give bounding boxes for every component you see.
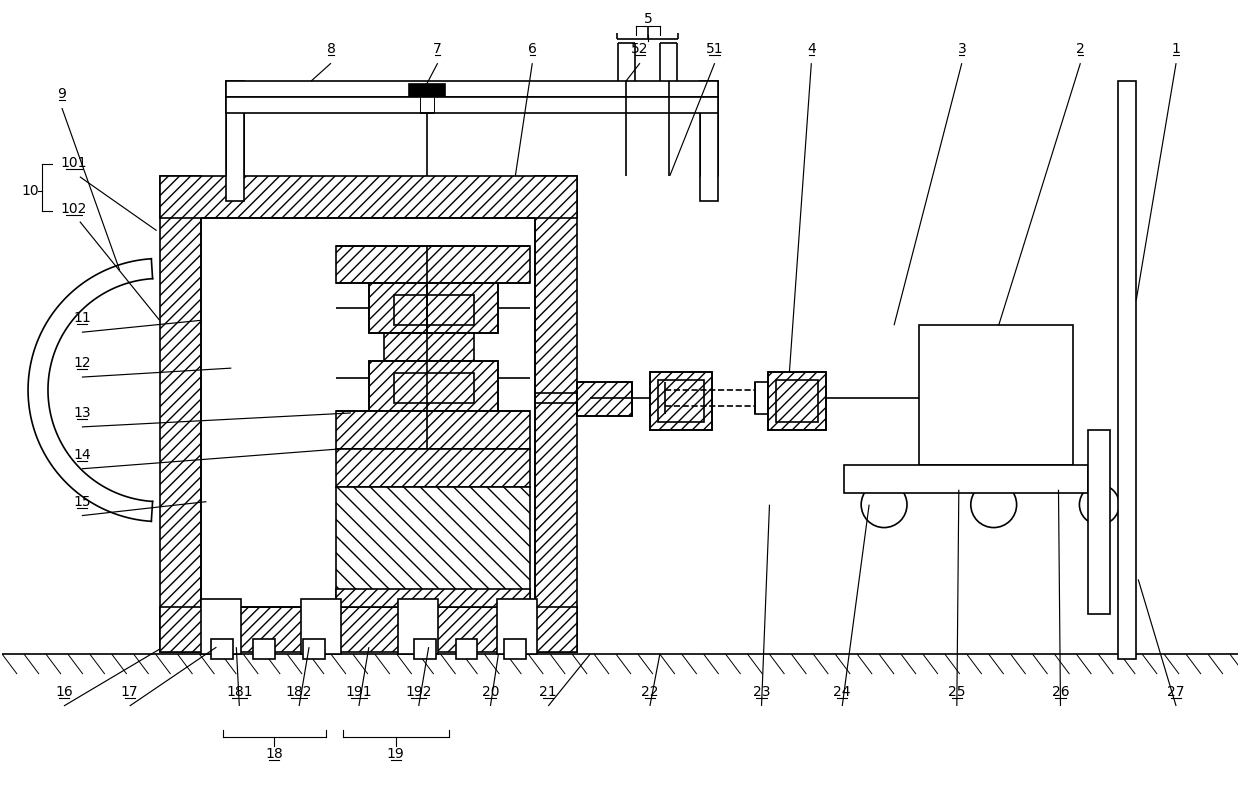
Bar bbox=[577, 382, 632, 416]
Bar bbox=[769, 372, 826, 430]
Bar bbox=[505, 639, 526, 659]
Bar bbox=[336, 411, 531, 449]
Bar bbox=[658, 380, 704, 422]
Bar bbox=[211, 639, 233, 659]
Text: 182: 182 bbox=[286, 685, 312, 699]
Text: 51: 51 bbox=[706, 42, 723, 56]
Text: 101: 101 bbox=[61, 156, 87, 170]
Text: 14: 14 bbox=[73, 448, 91, 462]
Bar bbox=[536, 176, 577, 652]
Bar bbox=[160, 176, 201, 652]
Bar bbox=[227, 81, 718, 97]
Text: 102: 102 bbox=[61, 202, 87, 216]
Text: 12: 12 bbox=[73, 356, 91, 370]
Bar bbox=[650, 372, 712, 430]
Bar bbox=[776, 380, 818, 422]
Text: 18: 18 bbox=[265, 747, 283, 761]
Text: 6: 6 bbox=[528, 42, 537, 56]
Text: 27: 27 bbox=[1167, 685, 1185, 699]
Text: 7: 7 bbox=[433, 42, 441, 56]
Bar bbox=[201, 600, 242, 654]
Text: 191: 191 bbox=[346, 685, 372, 699]
Bar bbox=[1089, 430, 1110, 614]
Bar bbox=[227, 81, 244, 201]
Bar bbox=[336, 449, 531, 487]
Bar bbox=[368, 284, 498, 333]
Text: 25: 25 bbox=[949, 685, 966, 699]
Bar bbox=[1118, 81, 1136, 659]
Bar bbox=[650, 372, 712, 430]
Bar bbox=[769, 372, 826, 430]
Bar bbox=[754, 382, 769, 414]
Bar bbox=[368, 361, 498, 411]
Bar bbox=[398, 600, 438, 654]
Text: 5: 5 bbox=[644, 12, 652, 27]
Text: 15: 15 bbox=[73, 495, 91, 509]
Bar bbox=[336, 589, 531, 607]
Bar bbox=[455, 639, 477, 659]
Text: 192: 192 bbox=[405, 685, 432, 699]
Text: 13: 13 bbox=[73, 406, 91, 420]
Bar bbox=[336, 246, 531, 284]
Text: 9: 9 bbox=[57, 87, 67, 101]
Bar bbox=[919, 326, 1074, 465]
Bar bbox=[384, 333, 474, 361]
Text: 24: 24 bbox=[833, 685, 851, 699]
Text: 19: 19 bbox=[387, 747, 404, 761]
Bar bbox=[160, 176, 577, 218]
Bar bbox=[394, 295, 474, 326]
Text: 21: 21 bbox=[539, 685, 557, 699]
Bar bbox=[409, 84, 445, 96]
Text: 11: 11 bbox=[73, 311, 91, 326]
Bar bbox=[336, 487, 531, 606]
Bar bbox=[699, 81, 718, 201]
Text: 22: 22 bbox=[641, 685, 658, 699]
Bar bbox=[577, 382, 632, 416]
Bar bbox=[844, 465, 1089, 492]
Bar bbox=[394, 373, 474, 403]
Text: 8: 8 bbox=[326, 42, 336, 56]
Bar bbox=[301, 600, 341, 654]
Bar bbox=[414, 639, 435, 659]
Text: 3: 3 bbox=[957, 42, 966, 56]
Text: 26: 26 bbox=[1052, 685, 1069, 699]
Bar bbox=[368, 361, 498, 411]
Text: 52: 52 bbox=[631, 42, 649, 56]
Text: 17: 17 bbox=[120, 685, 139, 699]
Bar bbox=[303, 639, 325, 659]
Text: 23: 23 bbox=[753, 685, 770, 699]
Text: 181: 181 bbox=[226, 685, 253, 699]
Text: 2: 2 bbox=[1076, 42, 1085, 56]
Bar bbox=[160, 607, 577, 652]
Text: 4: 4 bbox=[807, 42, 816, 56]
Text: 20: 20 bbox=[481, 685, 500, 699]
Bar bbox=[253, 639, 275, 659]
Bar bbox=[368, 284, 498, 333]
Bar bbox=[227, 97, 718, 113]
Bar bbox=[497, 600, 537, 654]
Text: 10: 10 bbox=[21, 184, 38, 197]
Text: 1: 1 bbox=[1172, 42, 1180, 56]
Text: 16: 16 bbox=[55, 685, 73, 699]
